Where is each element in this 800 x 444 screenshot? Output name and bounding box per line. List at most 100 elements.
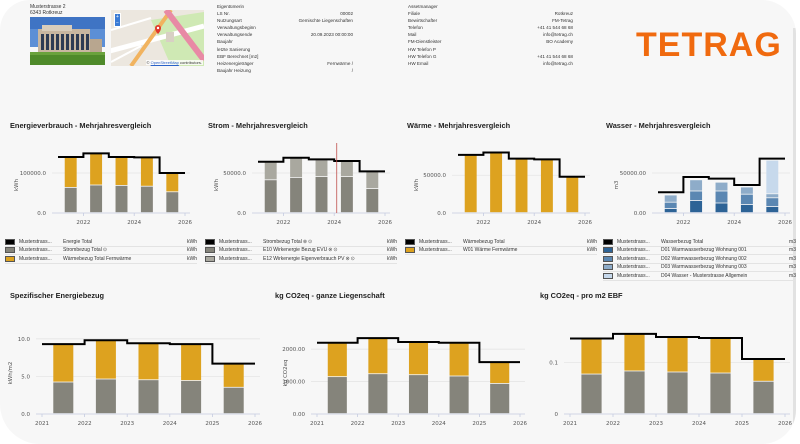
y-tick-label: 10.0 — [18, 337, 31, 343]
legend-unit: kWh — [187, 255, 197, 262]
info-value: Fernwärme / — [327, 60, 353, 66]
x-circle-icon[interactable]: ⊗ — [328, 247, 333, 254]
y-tick-label: 100000.0 — [20, 171, 47, 177]
x-tick-label: 2026 — [248, 421, 262, 427]
bar-segment — [740, 187, 753, 194]
info-row: FM-Dienstleister BO Academy — [408, 38, 573, 45]
info-label: Assetmanager — [408, 4, 438, 9]
bar-segment — [181, 344, 202, 381]
bar-segment — [115, 157, 128, 185]
bar-segment — [53, 344, 74, 382]
bar-segment — [408, 375, 429, 414]
bar-segment — [327, 342, 347, 377]
bar-segment — [710, 337, 731, 373]
y-axis-label: kWh — [214, 178, 220, 191]
x-tick-label: 2026 — [178, 220, 192, 226]
legend-item[interactable]: Musterstrass... D01 Warmwasserbezug Wohnu… — [603, 247, 796, 255]
bar-segment — [53, 382, 74, 414]
x-tick-label: 2024 — [327, 220, 341, 226]
building-photo — [30, 17, 105, 65]
info-row: letzte Sanierung — [217, 46, 353, 53]
legend-item[interactable]: Musterstrass... D04 Wasser - Musterstrass… — [603, 272, 796, 281]
legend-item[interactable]: Musterstrass... W01 Wärme Fernwärme kWh — [405, 247, 597, 255]
legend-label: Wärmebezug Total Fernwärme — [63, 256, 183, 262]
bar-segment — [90, 153, 103, 185]
legend-name: Wärmebezug Total Fernwärme — [63, 255, 132, 262]
bar-segment — [490, 152, 503, 213]
legend-item[interactable]: Musterstrass... E12 Wirkenergie Eigenverb… — [205, 255, 397, 264]
legend-source: Musterstrass... — [19, 238, 52, 245]
info-row: HW Telefon G +41 41 544 68 68 — [408, 53, 573, 60]
bar-segment — [290, 157, 303, 177]
legend-item[interactable]: Musterstrass... D03 Warmwasserbezug Wohnu… — [603, 264, 796, 272]
openstreetmap-link[interactable]: OpenStreetMap — [150, 60, 179, 65]
legend-item[interactable]: Musterstrass... E10 Wirkenergie Bezug EVU… — [205, 247, 397, 255]
info-value: info@tetrag.ch — [543, 32, 573, 38]
info-label: Verwaltungsende — [217, 32, 253, 38]
attribution-suffix: contributors. — [179, 60, 202, 65]
info-label: HW Telefon G — [408, 53, 437, 59]
x-circle-icon[interactable]: ⊗ — [345, 255, 350, 262]
legend-name: Strombezug Total — [63, 247, 102, 254]
info-value: FM-Tetrag — [552, 18, 573, 24]
bar-segment — [624, 333, 645, 371]
bar-segment — [223, 363, 244, 387]
map-zoom-control[interactable]: + − — [114, 13, 121, 27]
scrollbar[interactable] — [793, 28, 796, 438]
total-line — [317, 337, 520, 364]
legend-item[interactable]: Musterstrass... Wärmebezug Total kWh — [405, 238, 597, 247]
x-circle-icon[interactable]: ⊗ — [302, 238, 308, 245]
legend-swatch — [405, 247, 415, 254]
y-tick-label: 50000.0 — [223, 171, 246, 177]
legend-unit: m3 — [789, 238, 796, 245]
bar-segment — [753, 381, 774, 414]
chart-title-waerme: Wärme - Mehrjahresvergleich — [407, 121, 511, 130]
x-tick-label: 2024 — [527, 220, 541, 226]
info-label: FM-Dienstleister — [408, 39, 442, 45]
x-tick-label: 2022 — [78, 421, 92, 427]
bar-segment — [315, 160, 328, 177]
bar-segment — [566, 176, 579, 213]
legend-unit: kWh — [587, 247, 597, 254]
legend-unit: m3 — [789, 264, 796, 271]
bar-segment — [140, 157, 153, 186]
info-row: Verwaltungsende 20.09.2023 00:00:00 — [217, 31, 353, 38]
bar-segment — [690, 191, 703, 201]
bar-segment — [581, 374, 602, 414]
legend-item[interactable]: Musterstrass... Strombezug Total⊙ kWh — [5, 247, 197, 255]
bar-segment — [766, 194, 779, 198]
bar-segment — [515, 158, 528, 213]
legend-item[interactable]: Musterstrass... Energie Total kWh — [5, 238, 197, 247]
legend-item[interactable]: Musterstrass... D02 Warmwasserbezug Wohnu… — [603, 255, 796, 264]
legend-source: Musterstrass... — [219, 255, 252, 262]
total-line — [58, 152, 185, 174]
bar-segment — [740, 194, 753, 205]
location-map[interactable]: + − © OpenStreetMap contributors. — [111, 10, 204, 66]
legend-name: E10 Wirkenergie Bezug EVU — [263, 247, 328, 254]
chart-title-energie: Energieverbrauch - Mehrjahresvergleich — [10, 121, 152, 130]
y-axis-label: kWh — [414, 178, 420, 191]
legend-item[interactable]: Musterstrass... Wärmebezug Total Fernwärm… — [5, 255, 197, 264]
bar-segment — [115, 185, 128, 213]
info-label: Baujahr Heizung — [217, 67, 251, 73]
info-icon: ⊙ — [333, 247, 338, 254]
map-zoom-out-button[interactable]: − — [116, 20, 119, 26]
legend-label: E12 Wirkenergie Eigenverbrauch PV⊗⊙ — [263, 256, 383, 262]
y-tick-label: 0.0 — [437, 211, 446, 217]
chart-title-spez: Spezifischer Energiebezug — [10, 291, 105, 300]
bar-segment — [166, 173, 179, 192]
legend-item[interactable]: Musterstrass... Wasserbezug Total m3 — [603, 238, 796, 247]
legend-strom: Musterstrass... Strombezug Total⊗⊙ kWh Must… — [205, 238, 397, 264]
y-tick-label: 0 — [555, 412, 559, 418]
y-tick-label: 50000.00 — [620, 171, 647, 177]
bar-segment — [753, 359, 774, 381]
map-zoom-in-button[interactable]: + — [116, 14, 119, 20]
x-tick-label: 2021 — [310, 421, 324, 427]
legend-source: Musterstrass... — [419, 238, 452, 245]
x-tick-label: 2023 — [649, 421, 663, 427]
info-label: EBF Berechnet [m2] — [217, 53, 259, 59]
legend-item[interactable]: Musterstrass... Strombezug Total⊗⊙ kWh — [205, 238, 397, 247]
y-tick-label: 0.0 — [21, 412, 30, 418]
chart-title-wasser: Wasser - Mehrjahresvergleich — [606, 121, 711, 130]
